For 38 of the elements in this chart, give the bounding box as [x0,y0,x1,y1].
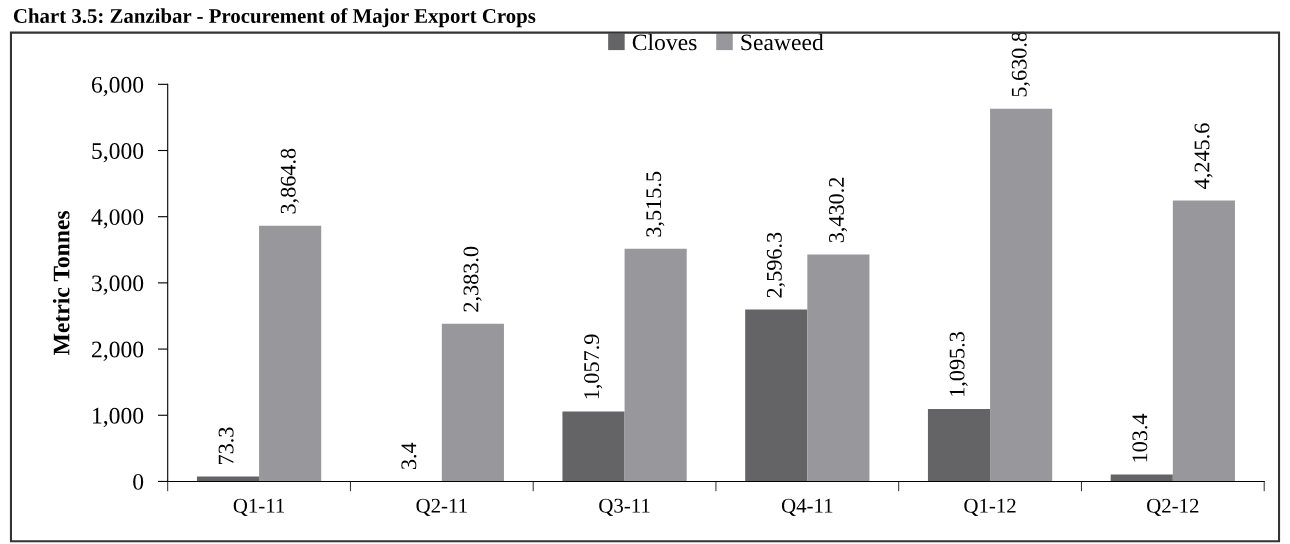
y-tick-label: 0 [133,473,144,490]
y-tick-label: 6,000 [91,76,144,97]
y-tick-label: 3,000 [92,275,144,295]
y-tick-label: 5,000 [92,143,144,163]
data-label: 3,864.8 [280,148,299,214]
data-label: 3,430.2 [828,177,848,243]
bar [562,411,625,482]
bar [807,254,870,482]
y-tick-label: 4,000 [91,209,144,229]
x-tick-label: Q1-11 [233,498,285,516]
bar [927,408,991,482]
data-label: 1,095.3 [949,332,968,396]
x-tick-label: Q2-12 [1147,498,1199,516]
data-label: 3.4 [401,442,417,470]
bar [990,108,1053,482]
legend-label: Cloves [632,33,697,51]
bar [441,323,504,482]
bar [745,309,808,482]
data-label: 5,630.8 [1011,31,1030,97]
data-label: 1,057.9 [584,334,603,399]
x-tick-label: Q1-12 [964,498,1016,516]
y-axis-title: Metric Tonnes [52,210,70,355]
chart-title: Chart 3.5: Zanzibar - Procurement of Major Export Crops [13,8,536,28]
x-tick-label: Q3-11 [599,498,650,516]
bar [624,248,687,482]
x-tick-label: Q4-11 [781,498,833,516]
x-tick-label: Q2-11 [416,498,467,516]
data-label: 2,596.3 [766,232,786,298]
legend-label: Seaweed [741,33,824,51]
data-label: 2,383.0 [463,246,482,312]
data-label: 103.4 [1132,413,1148,462]
bar [1172,200,1235,482]
y-tick-label: 2,000 [92,341,144,361]
data-label: 4,245.6 [1194,123,1213,189]
data-label: 3,515.5 [646,171,665,237]
bar [259,225,322,482]
data-label: 73.3 [218,427,234,465]
y-tick-label: 1,000 [93,407,144,428]
